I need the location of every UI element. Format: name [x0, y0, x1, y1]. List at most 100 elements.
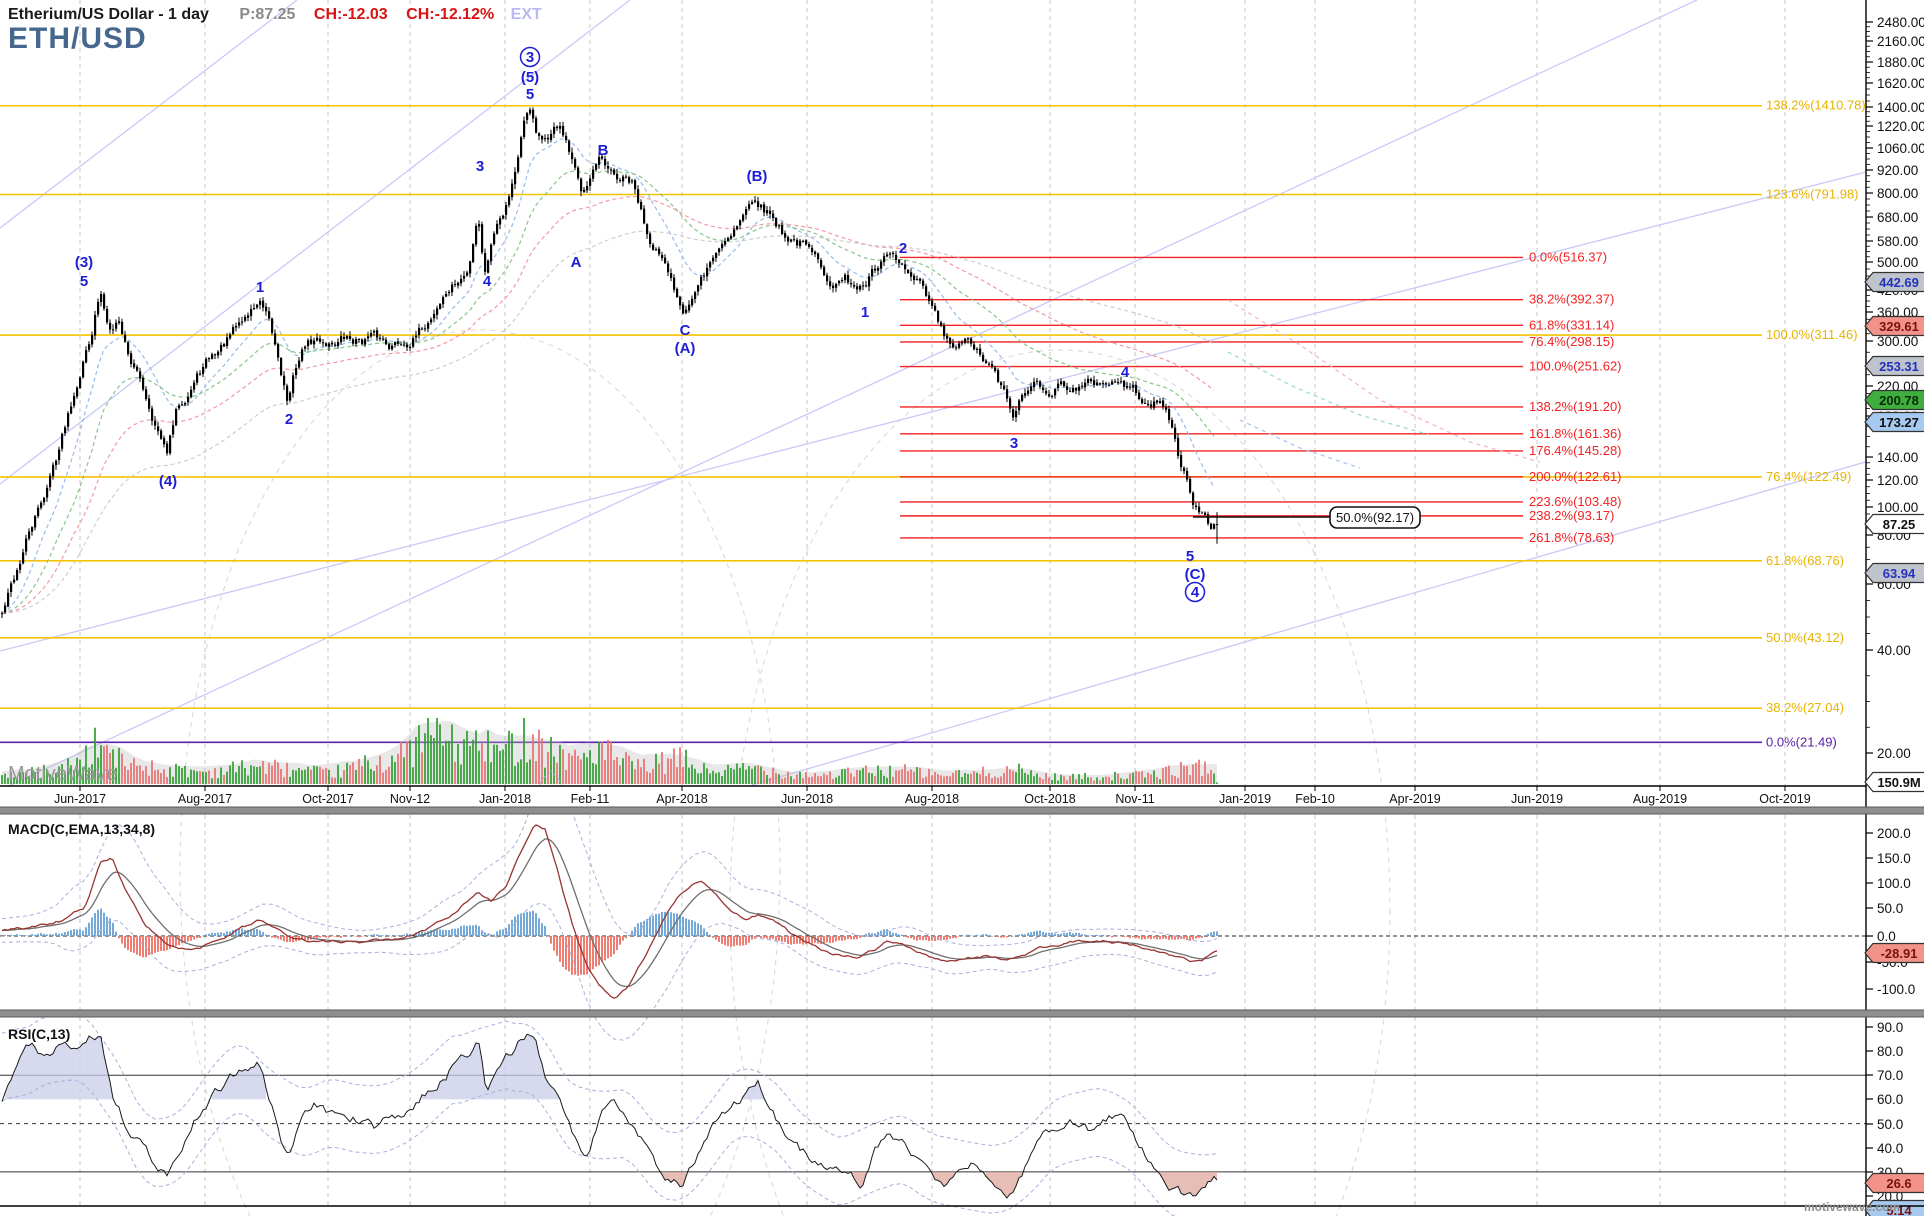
volume-bar — [265, 774, 267, 784]
candle-body — [775, 218, 778, 227]
price-badge[interactable] — [1864, 411, 1924, 433]
macd-histogram-bar — [28, 935, 30, 936]
macd-histogram-bar — [796, 936, 798, 944]
panel-divider[interactable] — [0, 1010, 1924, 1017]
candle-body — [820, 260, 823, 268]
measure-label-box[interactable] — [1329, 506, 1421, 529]
candle-body — [703, 275, 706, 277]
candle-body — [1039, 381, 1042, 387]
macd-histogram-bar — [964, 935, 966, 937]
macd-histogram-bar — [664, 911, 666, 936]
price-badge[interactable] — [1864, 562, 1924, 584]
price-badge[interactable] — [1864, 771, 1924, 793]
macd-histogram-bar — [49, 934, 51, 936]
macd-lower-band — [2, 902, 1218, 1041]
candle-body — [415, 335, 418, 338]
price-badge[interactable] — [1864, 315, 1924, 337]
volume-bar — [424, 733, 426, 784]
candle-body — [157, 426, 160, 432]
price-badge[interactable] — [1864, 513, 1924, 535]
macd-histogram-bar — [589, 936, 591, 972]
candle-body — [961, 342, 964, 344]
price-badge-text: 200.78 — [1879, 393, 1919, 408]
candle-body — [460, 278, 463, 284]
candle-body — [541, 135, 544, 140]
candle-body — [1135, 385, 1138, 393]
volume-bar — [250, 765, 252, 784]
volume-bar — [1012, 770, 1014, 784]
price-badge[interactable] — [1864, 389, 1924, 411]
candle-body — [112, 329, 115, 331]
fib-retracement-label: 38.2%(27.04) — [1766, 700, 1844, 715]
macd-histogram-bar — [577, 936, 579, 976]
volume-bar — [991, 778, 993, 784]
volume-bar — [571, 755, 573, 784]
price-badge[interactable] — [1864, 271, 1924, 293]
price-badge[interactable] — [1864, 355, 1924, 377]
volume-bar — [805, 771, 807, 784]
volume-bar — [694, 768, 696, 784]
price-badge[interactable] — [1864, 1199, 1924, 1216]
macd-histogram-bar — [544, 925, 546, 936]
volume-bar — [361, 766, 363, 784]
macd-histogram-bar — [1150, 936, 1152, 940]
macd-histogram-bar — [583, 936, 585, 975]
macd-histogram-bar — [202, 935, 204, 937]
macd-histogram-bar — [22, 935, 24, 937]
elliott-wave-label: (C) — [1185, 566, 1206, 583]
elliott-wave-label: 5 — [80, 273, 88, 290]
volume-bar — [1132, 772, 1134, 784]
volume-bar — [295, 770, 297, 784]
macd-histogram-bar — [1042, 932, 1044, 936]
candle-body — [46, 487, 49, 498]
candle-body — [241, 321, 244, 323]
candle-body — [487, 260, 490, 273]
macd-histogram-bar — [97, 909, 99, 936]
macd-histogram-bar — [55, 932, 57, 936]
volume-bar — [538, 729, 540, 784]
candle-body — [991, 364, 994, 368]
price-badge[interactable] — [1864, 1172, 1924, 1194]
price-badge[interactable] — [1864, 942, 1924, 964]
volume-bar — [235, 772, 237, 784]
candle-body — [139, 371, 142, 379]
macd-histogram-bar — [7, 936, 9, 937]
candle-body — [1018, 400, 1021, 411]
candle-body — [196, 373, 199, 383]
panel-divider[interactable] — [0, 807, 1924, 814]
macd-histogram-bar — [1120, 936, 1122, 937]
volume-bar — [100, 745, 102, 784]
macd-histogram-bar — [922, 936, 924, 941]
volume-bar — [136, 765, 138, 784]
macd-histogram-bar — [619, 936, 621, 945]
candle-body — [847, 275, 850, 283]
volume-bar — [328, 770, 330, 784]
macd-histogram-bar — [370, 934, 372, 936]
elliott-wave-label: 5 — [1186, 548, 1194, 565]
volume-bar — [580, 759, 582, 784]
candle-body — [481, 224, 484, 253]
fib-extension-label: 0.0%(516.37) — [1529, 249, 1607, 264]
candle-body — [574, 159, 577, 168]
macd-histogram-bar — [16, 934, 18, 936]
volume-bar — [1054, 773, 1056, 784]
candle-body — [328, 343, 331, 347]
candle-body — [346, 336, 349, 339]
macd-histogram-bar — [640, 922, 642, 936]
volume-bar — [925, 776, 927, 784]
macd-histogram-bar — [832, 936, 834, 943]
candle-body — [1153, 401, 1156, 408]
volume-bar — [586, 757, 588, 784]
candle-body — [529, 109, 532, 114]
macd-histogram-bar — [523, 912, 525, 936]
volume-bar — [370, 769, 372, 784]
candle-body — [1174, 427, 1177, 439]
macd-histogram-bar — [223, 932, 225, 936]
candle-body — [760, 204, 763, 208]
candle-body — [436, 308, 439, 315]
volume-bar — [562, 749, 564, 784]
volume-bar — [178, 766, 180, 784]
candle-body — [283, 375, 286, 386]
volume-bar — [169, 767, 171, 784]
